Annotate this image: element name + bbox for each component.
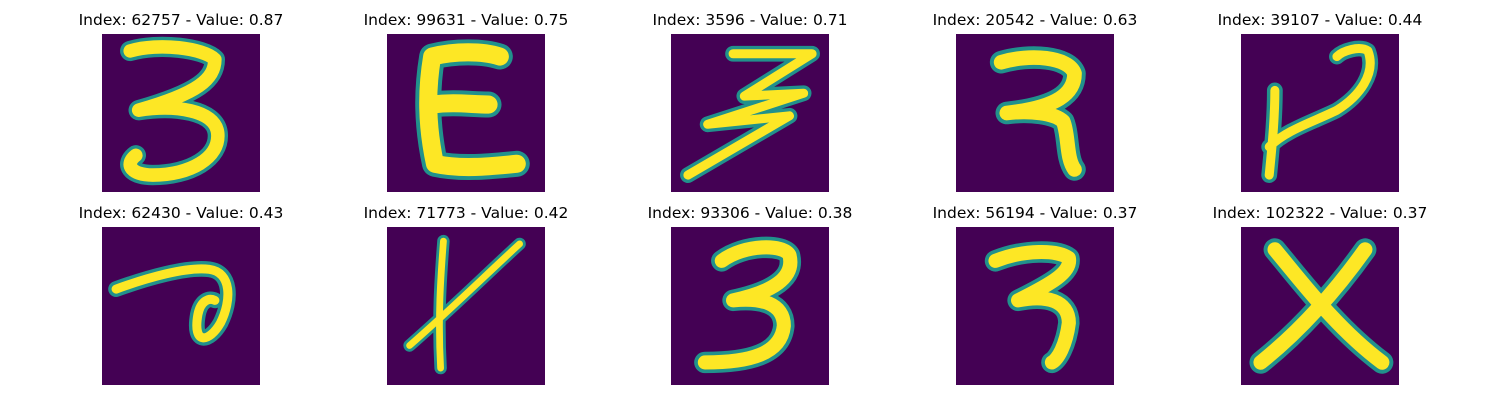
digit-image: [956, 227, 1114, 385]
panel-title: Index: 39107 - Value: 0.44: [1217, 11, 1423, 29]
digit-image: [102, 34, 260, 192]
digit-image: [387, 34, 545, 192]
panel-title: Index: 93306 - Value: 0.38: [647, 204, 853, 222]
digit-image: [671, 227, 829, 385]
panel-title: Index: 62430 - Value: 0.43: [78, 204, 284, 222]
panel-title: Index: 102322 - Value: 0.37: [1212, 204, 1428, 222]
panel-title: Index: 62757 - Value: 0.87: [78, 11, 284, 29]
panel-title: Index: 3596 - Value: 0.71: [652, 11, 848, 29]
digit-image: [956, 34, 1114, 192]
digit-image: [1241, 227, 1399, 385]
panel-title: Index: 71773 - Value: 0.42: [363, 204, 569, 222]
digit-image: [671, 34, 829, 192]
digit-image: [387, 227, 545, 385]
digit-image: [102, 227, 260, 385]
panel-title: Index: 56194 - Value: 0.37: [932, 204, 1138, 222]
panel-title: Index: 20542 - Value: 0.63: [932, 11, 1138, 29]
panel-title: Index: 99631 - Value: 0.75: [363, 11, 569, 29]
digit-image: [1241, 34, 1399, 192]
